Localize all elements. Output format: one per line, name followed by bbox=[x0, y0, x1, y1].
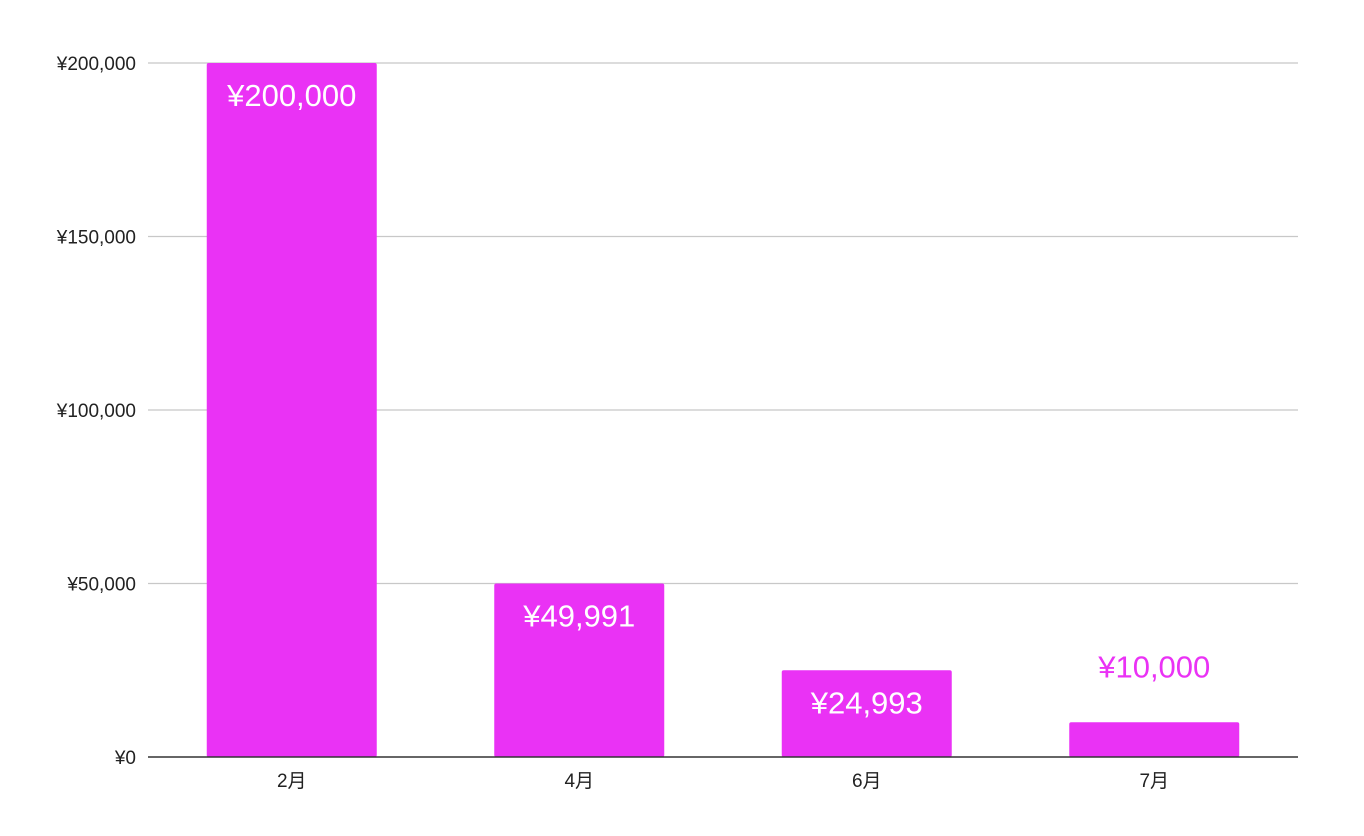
bars bbox=[206, 63, 1240, 757]
x-tick-label: 4月 bbox=[564, 771, 594, 792]
bar bbox=[494, 583, 665, 757]
x-tick-label: 7月 bbox=[1139, 771, 1169, 792]
bar-value-labels: ¥200,000 ¥49,991 ¥24,993 ¥10,000 bbox=[226, 78, 1210, 720]
bar-value-label: ¥49,991 bbox=[522, 599, 635, 634]
bar-value-label: ¥24,993 bbox=[810, 685, 923, 720]
bar bbox=[206, 63, 377, 757]
y-tick-label: ¥0 bbox=[114, 748, 136, 769]
y-tick-label: ¥100,000 bbox=[56, 401, 136, 422]
x-axis-tick-labels: 2月 4月 6月 7月 bbox=[277, 771, 1169, 792]
y-tick-label: ¥200,000 bbox=[56, 54, 136, 75]
x-tick-label: 6月 bbox=[852, 771, 882, 792]
bar bbox=[1069, 722, 1240, 757]
bar bbox=[781, 670, 952, 757]
bar-value-label: ¥10,000 bbox=[1097, 649, 1210, 684]
y-tick-label: ¥50,000 bbox=[66, 575, 136, 596]
y-tick-label: ¥150,000 bbox=[56, 228, 136, 249]
x-tick-label: 2月 bbox=[277, 771, 307, 792]
bar-value-label: ¥200,000 bbox=[226, 78, 356, 113]
y-axis-tick-labels: ¥0 ¥50,000 ¥100,000 ¥150,000 ¥200,000 bbox=[56, 54, 136, 769]
